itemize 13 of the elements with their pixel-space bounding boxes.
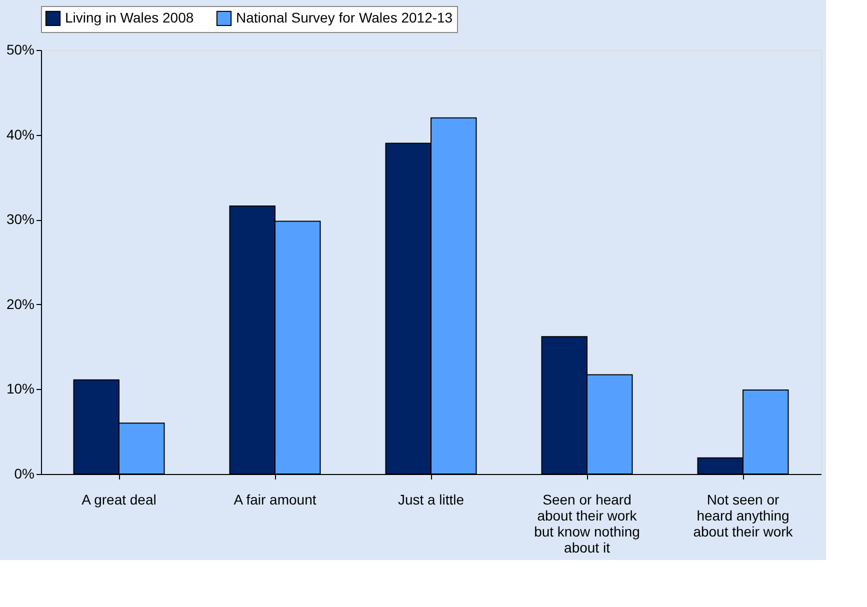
y-tick-label: 20%: [6, 296, 34, 312]
legend-label: Living in Wales 2008: [65, 9, 194, 26]
x-tick-label: Not seen or heard anything about their work: [693, 492, 794, 540]
x-tick-label: A fair amount: [234, 492, 316, 508]
y-tick-label: 50%: [6, 42, 34, 58]
y-tick-label: 30%: [6, 211, 34, 228]
x-tick-label: Seen or heard about their work but know nothing about it: [534, 492, 640, 556]
x-tick-label: Just a little: [398, 492, 464, 508]
y-tick-label: 0%: [14, 466, 34, 482]
legend-label: National Survey for Wales 2012-13: [236, 9, 453, 26]
y-tick-label: 10%: [6, 380, 34, 397]
y-tick-label: 40%: [6, 126, 34, 142]
x-tick-label: A great deal: [82, 492, 156, 508]
